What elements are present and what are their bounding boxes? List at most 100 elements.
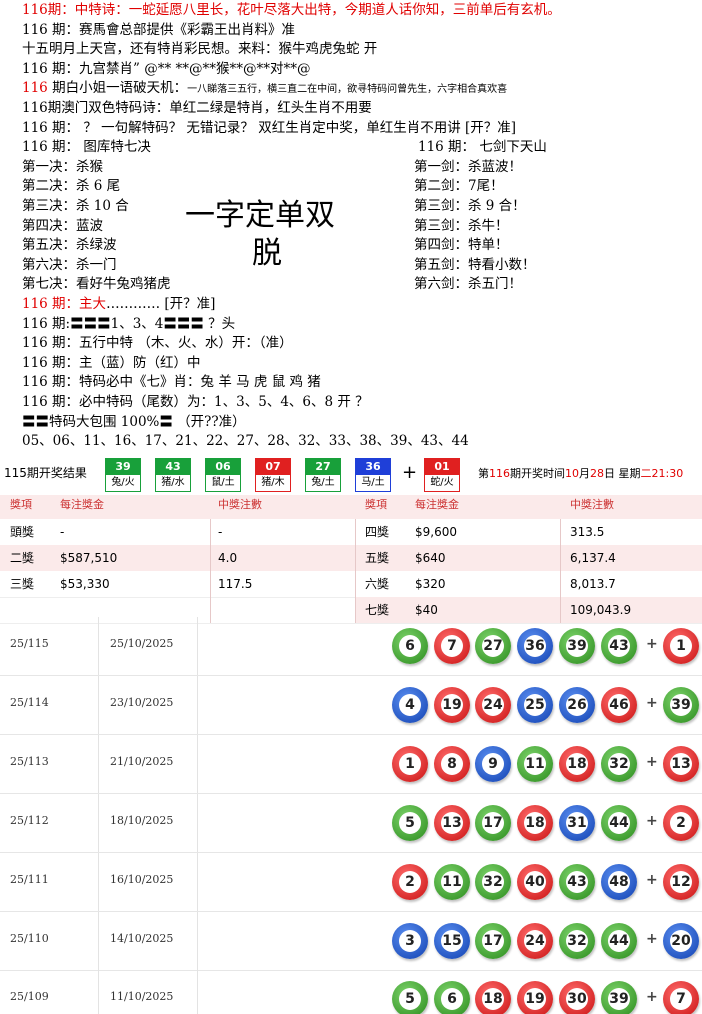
- divider: [560, 545, 561, 571]
- draw-date: 16/10/2025: [110, 872, 174, 886]
- draw-date: 11/10/2025: [110, 990, 174, 1004]
- ball: 24: [475, 686, 511, 723]
- text-segment: 116 期：赛馬會总部提供《彩霸王出肖料》准: [22, 21, 296, 38]
- prize-row: 二獎 $587,510 4.0 五獎 $640 6,137.4: [0, 545, 702, 572]
- ball-number: 32: [608, 752, 630, 775]
- ball-number: 8: [441, 752, 463, 775]
- draw-date: 21/10/2025: [110, 754, 174, 768]
- divider: [560, 519, 561, 545]
- ball-number: 4: [399, 693, 421, 716]
- ball: 11: [517, 745, 553, 782]
- divider: [197, 793, 198, 852]
- ball-number: 5: [399, 988, 421, 1011]
- text-segment: 116 期：必中特码（尾数）为：1、3、5、4、6、8 开 ？: [22, 394, 369, 410]
- ball-label: 鼠/土: [211, 477, 235, 488]
- ball-label: 猪/水: [161, 477, 185, 488]
- ball-number: 36: [524, 635, 546, 657]
- ball: 43: [559, 863, 595, 900]
- tip-line: 116 期:〓〓〓1、3、4〓〓〓 ？头: [22, 315, 235, 333]
- result-ball: 36 马/土: [355, 458, 391, 492]
- text-segment: 116: [489, 467, 510, 480]
- tip-line: 〓〓特码大包围 100%〓 （开??准）: [22, 413, 246, 431]
- ball-number: 15: [441, 929, 463, 952]
- result-ball: 27 兔/土: [305, 458, 341, 492]
- prize-cell: -: [218, 525, 223, 539]
- prize-cell: 109,043.9: [570, 603, 632, 617]
- ball: 43: [601, 628, 637, 664]
- overlay-text: 脱: [252, 236, 282, 271]
- ball: 20: [663, 922, 699, 959]
- right-column-line: 第五剑：特看小数！: [414, 256, 536, 273]
- ball-number: 6: [399, 635, 421, 657]
- tip-line: 05、06、11、16、17、21、22、27、28、32、33、38、39、4…: [22, 432, 469, 450]
- ball: 12: [663, 863, 699, 900]
- prize-cell: -: [60, 525, 65, 539]
- special-number: 1: [670, 635, 692, 657]
- text-segment: 116 期:〓〓〓1、3、4〓〓〓 ？头: [22, 315, 236, 332]
- ball: 27: [475, 628, 511, 664]
- divider: [197, 852, 198, 911]
- plus-sign: +: [646, 694, 658, 711]
- result-title: 115期开奖结果: [4, 466, 87, 480]
- draw-date: 18/10/2025: [110, 813, 174, 827]
- period: 25/113: [10, 754, 49, 768]
- plus-sign: +: [646, 812, 658, 829]
- ball: 3: [392, 922, 428, 959]
- special-number: 7: [670, 988, 692, 1011]
- ball: 17: [475, 804, 511, 841]
- period: 25/111: [10, 872, 49, 886]
- divider: [210, 545, 211, 571]
- ball: 1: [663, 628, 699, 664]
- ball-label: 猪/木: [261, 477, 285, 488]
- ball-number: 48: [608, 870, 630, 893]
- ball: 18: [559, 745, 595, 782]
- right-column-line: 第三剑：杀牛！: [414, 217, 509, 234]
- tip-line: 116 期：主大………… [开？准]: [22, 295, 215, 313]
- ball: 4: [392, 686, 428, 723]
- right-column-line: 第一剑：杀蓝波！: [414, 158, 522, 175]
- divider: [210, 519, 211, 545]
- tip-line: 116 期：必中特码（尾数）为：1、3、5、4、6、8 开 ？: [22, 393, 369, 411]
- prize-cell: $587,510: [60, 551, 118, 565]
- intro-line: 116 期白小姐一语破天机：一八睇落三五行，横三直二在中间，欲寻特码问曾先生，六…: [22, 79, 507, 99]
- left-column-line: 第一决：杀猴: [22, 158, 103, 175]
- draw-date: 25/10/2025: [110, 637, 174, 650]
- prize-row: 頭獎 - - 四獎 $9,600 313.5: [0, 519, 702, 546]
- text-segment: 116期：中特诗：一蛇延愿八里长，花叶尽落大出特，今期道人话你知，三前单后有玄机…: [22, 2, 561, 18]
- divider: [560, 571, 561, 597]
- text-segment: 期白小姐一语破天机：: [47, 80, 188, 97]
- text-segment: 116 期： ？ 一句解特码？ 无错记录？ 双红生肖定中奖，单红生肖不用讲 [开…: [22, 119, 517, 136]
- text-segment: 116: [22, 80, 48, 97]
- divider: [197, 734, 198, 793]
- divider: [98, 911, 99, 970]
- divider: [355, 571, 356, 597]
- intro-line: 116 期：赛馬會总部提供《彩霸王出肖料》准: [22, 21, 295, 39]
- right-column-line: 116 期： 七剑下天山: [418, 139, 547, 156]
- ball: 9: [475, 745, 511, 782]
- ball: 39: [663, 686, 699, 723]
- ball: 2: [392, 863, 428, 900]
- right-column-line: 第三剑：杀 9 合！: [414, 198, 526, 214]
- draw-date: 23/10/2025: [110, 695, 174, 709]
- divider: [98, 617, 99, 675]
- ball: 44: [601, 922, 637, 959]
- ball: 26: [559, 686, 595, 723]
- prize-cell: $9,600: [415, 525, 457, 539]
- special-number: 20: [670, 929, 692, 952]
- prize-cell: 313.5: [570, 525, 605, 539]
- ball: 40: [517, 863, 553, 900]
- left-column-line: 第七决：看好牛兔鸡猪虎: [22, 276, 171, 293]
- ball: 36: [517, 628, 553, 664]
- plus-sign: +: [646, 753, 658, 770]
- prize-cell: 頭獎: [10, 525, 35, 539]
- text-segment: 第: [478, 467, 489, 480]
- intro-line: 116 期： ？ 一句解特码？ 无错记录？ 双红生肖定中奖，单红生肖不用讲 [开…: [22, 119, 516, 137]
- ball: 17: [475, 922, 511, 959]
- header-cell: 中獎注數: [218, 498, 262, 511]
- ball: 19: [434, 686, 470, 723]
- result-ball: 06 鼠/土: [205, 458, 241, 492]
- ball: 46: [601, 686, 637, 723]
- ball-number: 13: [441, 811, 463, 834]
- result-ball: 07 猪/木: [255, 458, 291, 492]
- text-segment: 十五明月上天宫，还有特肖彩民想。来料：猴牛鸡虎兔蛇 开: [22, 41, 378, 58]
